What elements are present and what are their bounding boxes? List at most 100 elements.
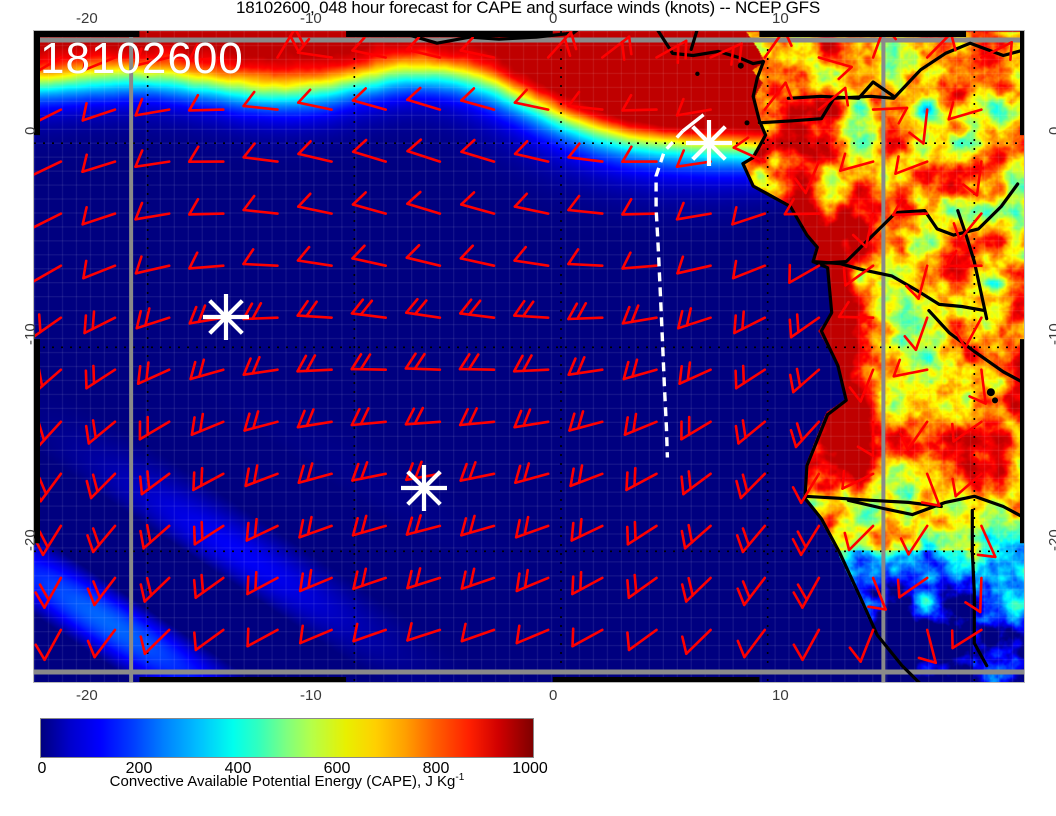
wind-barb (792, 628, 821, 662)
wind-barb (680, 470, 712, 496)
wind-barb (680, 576, 712, 603)
wind-barb (406, 621, 442, 642)
wind-barb (891, 198, 929, 217)
wind-barb (134, 47, 171, 67)
wind-barb (817, 86, 850, 111)
coastline-segment-6 (927, 309, 1024, 385)
wind-barb (244, 464, 279, 488)
wind-barb (34, 264, 63, 283)
colorbar-caption: Convective Available Potential Energy (C… (40, 772, 534, 790)
wind-barb (138, 470, 171, 496)
wind-barb (567, 142, 604, 163)
coastline-segment-4 (786, 80, 896, 100)
coastline-segment-10 (757, 96, 836, 125)
wind-barb (458, 352, 496, 372)
wind-barb (788, 367, 821, 394)
wind-barb (680, 415, 712, 441)
wind-barb (296, 192, 333, 215)
marker-asterisk-1 (686, 120, 732, 166)
colorbar-caption-text: Convective Available Potential Energy (C… (109, 773, 456, 790)
wind-barb (242, 355, 279, 377)
wind-barb (676, 255, 712, 275)
wind-barb (621, 304, 658, 325)
wind-barb (513, 408, 550, 429)
wind-barb (968, 368, 987, 405)
storm-track-line (654, 129, 685, 458)
wind-barb (734, 364, 767, 390)
cape-heatmap-canvas (34, 31, 1024, 682)
wind-barb (138, 415, 171, 441)
wind-barb (405, 86, 442, 111)
wind-barb (917, 628, 938, 665)
wind-barb (848, 368, 875, 403)
wind-barb (458, 298, 496, 320)
wind-barb (189, 358, 225, 381)
wind-barb (34, 576, 63, 609)
wind-barb (763, 81, 794, 111)
wind-barb (352, 622, 388, 643)
wind-barb (903, 316, 929, 352)
wind-barb (567, 90, 604, 111)
wind-barb (135, 307, 171, 330)
map-plot-area[interactable] (33, 30, 1025, 683)
wind-barb (296, 37, 333, 59)
wind-barb (276, 31, 305, 59)
wind-barb (732, 136, 767, 163)
island-1 (992, 397, 998, 404)
storm-track-leader (681, 113, 705, 133)
wind-barb (459, 36, 496, 59)
wind-barb (513, 192, 550, 215)
wind-barb (570, 517, 604, 542)
colorbar[interactable]: 0 200 400 600 800 1000 (38, 718, 548, 777)
wind-barb (192, 520, 225, 546)
wind-barb (980, 41, 1014, 62)
wind-barb (459, 244, 496, 267)
wind-barb (621, 93, 658, 112)
wind-barb (843, 524, 875, 552)
colorbar-tick-2: 400 (224, 760, 252, 777)
wind-barb (242, 90, 279, 111)
wind-barb (81, 153, 117, 173)
wind-barb (733, 310, 767, 335)
wind-barb (296, 88, 333, 111)
wind-barb (961, 160, 983, 197)
wind-barb (459, 87, 496, 111)
wind-barb (351, 514, 388, 537)
wind-barb (351, 36, 388, 59)
wind-barb (952, 212, 983, 242)
wind-barb (841, 469, 875, 490)
wind-barb (622, 358, 658, 381)
x-tick-label-top-3: 10 (772, 10, 789, 27)
wind-barb (837, 300, 875, 320)
wind-barb (404, 406, 442, 426)
wind-barb (950, 628, 983, 650)
wind-barb (81, 206, 117, 226)
wind-barb (83, 310, 117, 335)
wind-barb (709, 42, 743, 66)
wind-barb (350, 352, 388, 372)
island-3 (695, 71, 700, 77)
wind-barb (405, 514, 442, 536)
island-0 (986, 388, 995, 397)
coastline-segment-0 (394, 31, 921, 682)
wind-barb (404, 352, 442, 372)
wind-barb (86, 628, 117, 659)
wind-barb (296, 408, 333, 429)
wind-barb (947, 101, 983, 121)
coastline-segment-3 (832, 41, 1024, 100)
wind-barb (625, 520, 658, 546)
wind-barb (678, 361, 712, 386)
wind-barb (86, 576, 117, 607)
wind-barb (243, 410, 279, 432)
wind-barb (81, 102, 117, 122)
colorbar-tick-3: 600 (323, 760, 351, 777)
wind-barb (951, 472, 983, 498)
y-tick-label-left-0: 0 (22, 126, 39, 135)
wind-barb (190, 412, 225, 437)
axis-edge-ticks (34, 31, 1024, 682)
wind-barb (791, 524, 821, 557)
wind-barb (406, 567, 442, 590)
wind-barb (736, 576, 767, 607)
wind-barb (460, 138, 496, 163)
wind-barb (908, 108, 929, 145)
